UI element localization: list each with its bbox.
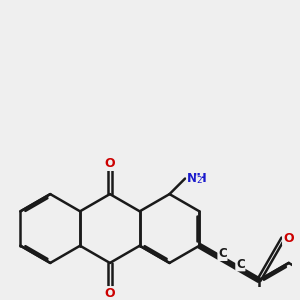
Text: O: O xyxy=(105,157,115,170)
Text: NH: NH xyxy=(187,172,208,185)
Text: O: O xyxy=(283,232,294,245)
Text: C: C xyxy=(236,258,245,271)
Text: C: C xyxy=(218,247,227,260)
Text: 2: 2 xyxy=(196,176,202,185)
Text: O: O xyxy=(105,287,115,300)
